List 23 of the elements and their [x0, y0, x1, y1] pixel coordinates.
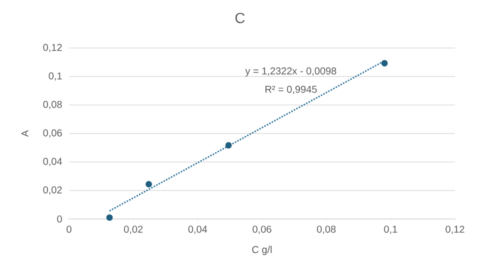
annotation: R² = 0,9945 [265, 86, 317, 94]
x-tick-label: 0,02 [124, 226, 143, 234]
x-tick-label: 0,1 [384, 226, 398, 234]
x-tick-label: 0,08 [316, 226, 336, 234]
x-tick-label: 0,06 [252, 226, 272, 234]
y-tick-label: 0,12 [43, 44, 62, 52]
chart-title: C [235, 12, 245, 24]
annotation: y = 1,2322x - 0,0098 [245, 67, 336, 76]
x-axis-title: C g/l [252, 246, 272, 256]
x-tick-label: 0,04 [188, 226, 208, 234]
x-tick-label: 0 [66, 226, 72, 233]
y-axis-title: A [21, 130, 28, 137]
y-tick-label: 0,02 [43, 186, 62, 195]
point [146, 181, 152, 188]
point [381, 60, 388, 66]
x-tick-label: 0,12 [446, 226, 464, 234]
y-tick-label: 0 [57, 215, 62, 223]
y-tick-label: 0,04 [43, 158, 62, 166]
point [106, 214, 113, 221]
y-tick-label: 0,08 [43, 100, 62, 110]
point [225, 142, 232, 149]
y-tick-label: 0,06 [43, 129, 62, 138]
y-tick-label: 0,1 [48, 72, 62, 81]
